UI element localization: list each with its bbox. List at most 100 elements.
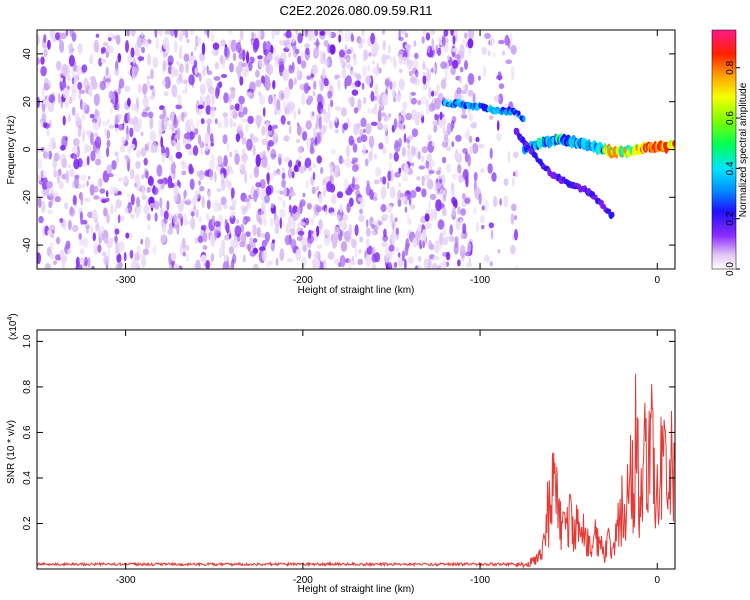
spectrogram-noise-blob bbox=[514, 229, 518, 241]
spectrogram-noise-blob bbox=[359, 128, 363, 137]
spectrogram-noise-blob bbox=[170, 252, 177, 262]
spectrogram-noise-blob bbox=[157, 179, 164, 184]
spectrogram-noise-blob bbox=[336, 191, 344, 199]
spectrogram-noise-blob bbox=[335, 106, 342, 111]
spectrogram-noise-blob bbox=[299, 165, 305, 174]
spectrogram-noise-blob bbox=[311, 64, 318, 76]
spectrogram-noise-blob bbox=[88, 175, 91, 180]
spectrogram-noise-blob bbox=[235, 133, 241, 143]
spectrogram-noise-blob bbox=[339, 255, 346, 268]
spectrogram-noise-blob bbox=[287, 43, 291, 49]
spectrogram-noise-blob bbox=[131, 67, 139, 78]
spectrogram-noise-blob bbox=[362, 128, 367, 133]
spectrogram-noise-blob bbox=[315, 119, 319, 130]
spectrogram-noise-blob bbox=[48, 94, 55, 103]
spectrogram-noise-blob bbox=[181, 237, 186, 249]
spectrogram-noise-blob bbox=[107, 246, 111, 258]
spectrogram-noise-blob bbox=[351, 164, 359, 173]
spectrogram-noise-blob bbox=[314, 30, 319, 37]
spectrogram-noise-blob bbox=[425, 159, 430, 169]
spectrogram-noise-blob bbox=[172, 214, 177, 224]
spectrogram-noise-blob bbox=[371, 253, 378, 263]
spectrogram-noise-blob bbox=[451, 173, 458, 180]
spectrogram-noise-blob bbox=[63, 202, 69, 210]
colorbar-gradient bbox=[711, 29, 737, 270]
spectrogram-noise-blob bbox=[81, 101, 88, 112]
spectrogram-noise-blob bbox=[126, 30, 130, 37]
spectrogram-noise-blob bbox=[373, 153, 378, 160]
spectrogram-noise-blob bbox=[174, 30, 178, 38]
spectrogram-noise-blob bbox=[417, 264, 422, 269]
spectrogram-noise-blob bbox=[328, 120, 333, 130]
spectrogram-noise-blob bbox=[325, 176, 330, 182]
spectrogram-noise-blob bbox=[232, 253, 237, 264]
spectrogram-noise-blob bbox=[464, 60, 468, 70]
spectrogram-noise-blob bbox=[377, 220, 382, 226]
spectrogram-noise-blob bbox=[302, 192, 306, 198]
spectrogram-noise-blob bbox=[497, 249, 501, 254]
spectrogram-noise-blob bbox=[194, 45, 197, 52]
spectrogram-noise-blob bbox=[299, 199, 306, 207]
spectrogram-noise-blob bbox=[234, 103, 241, 111]
spectrogram-noise-blob bbox=[259, 217, 263, 226]
spectrogram-noise-blob bbox=[67, 220, 72, 231]
spectrogram-noise-blob bbox=[136, 36, 143, 49]
spectrogram-noise-blob bbox=[106, 146, 110, 158]
spectrogram-noise-blob bbox=[358, 249, 362, 254]
spectrogram-x-ticks: -300 -200 -100 0 bbox=[116, 30, 660, 286]
spectrogram-noise-blob bbox=[108, 124, 115, 129]
spectrogram-noise-blob bbox=[174, 134, 179, 140]
spectrogram-noise-blob bbox=[256, 120, 261, 129]
spectrogram-noise-blob bbox=[252, 136, 259, 144]
spectrogram-noise-blob bbox=[346, 49, 352, 55]
spectrogram-noise-blob bbox=[507, 150, 511, 164]
spectrogram-noise-blob bbox=[92, 232, 97, 242]
spectrogram-noise-blob bbox=[394, 171, 401, 178]
spectrogram-noise-blob bbox=[189, 131, 195, 140]
spectrogram-noise-blob bbox=[381, 241, 388, 248]
spectrogram-noise-blob bbox=[97, 244, 102, 253]
snr-series-line bbox=[37, 373, 675, 569]
spectrogram-noise-blob bbox=[505, 59, 513, 65]
spectrogram-noise-blob bbox=[361, 30, 365, 37]
spectrogram-noise-blob bbox=[161, 119, 165, 132]
spectrogram-noise-blob bbox=[460, 232, 464, 240]
spectrogram-noise-blob bbox=[384, 132, 390, 145]
spectrogram-noise-blob bbox=[423, 174, 431, 181]
spectrogram-noise-blob bbox=[384, 246, 390, 258]
spectrogram-noise-blob bbox=[166, 200, 170, 211]
spectrogram-noise-blob bbox=[450, 183, 455, 196]
spectrogram-noise-blob bbox=[164, 30, 171, 35]
spectrogram-noise-blob bbox=[365, 75, 372, 85]
spectrogram-noise-blob bbox=[411, 59, 419, 70]
spectrogram-noise-blob bbox=[268, 172, 274, 181]
spectrogram-noise-blob bbox=[287, 215, 293, 227]
spectrogram-noise-blob bbox=[312, 213, 317, 219]
spectrogram-noise-blob bbox=[276, 99, 281, 111]
spectrogram-noise-blob bbox=[382, 176, 387, 185]
spectrogram-noise-blob bbox=[453, 243, 459, 255]
spectrogram-noise-blob bbox=[313, 250, 321, 261]
spectrogram-noise-blob bbox=[155, 37, 160, 50]
spectrogram-noise-blob bbox=[400, 30, 406, 35]
spectrogram-noise-blob bbox=[208, 168, 214, 182]
spectrogram-noise-blob bbox=[44, 262, 51, 269]
spectrogram-noise-blob bbox=[105, 66, 110, 79]
spectrogram-noise-blob bbox=[399, 192, 405, 198]
spectrogram-noise-blob bbox=[421, 36, 425, 44]
spectrogram-noise-blob bbox=[188, 74, 195, 86]
spectrogram-noise-blob bbox=[470, 122, 477, 129]
spectrogram-noise-blob bbox=[206, 97, 211, 102]
spectrogram-noise-blob bbox=[484, 32, 491, 40]
spectrogram-noise-blob bbox=[499, 198, 502, 206]
spectrogram-noise-blob bbox=[316, 225, 320, 237]
spectrogram-noise-blob bbox=[422, 30, 426, 36]
spectrogram-noise-blob bbox=[114, 92, 119, 105]
spectrogram-noise-blob bbox=[225, 222, 230, 234]
spectrogram-noise-blob bbox=[178, 32, 183, 42]
spectrogram-noise-blob bbox=[266, 63, 274, 76]
spectrogram-noise-blob bbox=[433, 64, 436, 74]
spectrogram-noise-blob bbox=[512, 151, 519, 159]
spectrogram-noise-blob bbox=[206, 199, 211, 210]
spectrogram-noise-blob bbox=[292, 218, 296, 231]
